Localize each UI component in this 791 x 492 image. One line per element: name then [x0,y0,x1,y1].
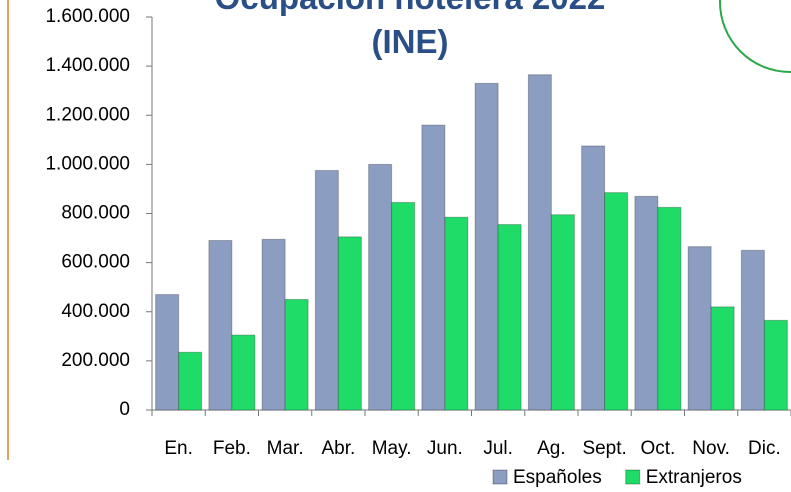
y-tick-label: 1.400.000 [45,55,130,76]
x-tick-label: Ag. [537,438,566,459]
x-tick-label: Oct. [640,438,675,459]
x-tick-label: Dic. [748,438,781,459]
legend-label: Españoles [513,467,602,488]
bar [368,163,393,411]
chart-title: Ocupación hotelera 2022 (INE) [215,0,606,60]
bar [178,351,203,411]
y-tick-label: 1.600.000 [45,6,130,27]
corner-badge [719,0,791,73]
bar [634,195,659,411]
legend-swatch [492,469,508,485]
bar [284,298,309,411]
bar [474,82,499,411]
bar [550,214,575,411]
y-tick-label: 600.000 [61,252,130,273]
bar [763,319,788,411]
x-tick-label: Abr. [321,438,355,459]
bar [657,206,682,411]
bar [581,145,606,411]
x-tick-label: Jun. [427,438,463,459]
x-tick-label: Feb. [213,438,251,459]
y-tick-label: 1.200.000 [45,104,130,125]
bar [231,334,256,411]
x-tick-label: En. [164,438,193,459]
bar [740,249,765,411]
x-tick-label: May. [372,438,412,459]
bar [391,201,416,411]
x-tick-label: Jul. [483,438,513,459]
y-tick-label: 0 [119,399,130,420]
bar [527,74,552,411]
x-tick-label: Mar. [267,438,304,459]
legend-swatch [625,469,641,485]
bar [261,238,286,411]
y-tick-label: 1.000.000 [45,153,130,174]
bar [604,192,629,411]
legend-label: Extranjeros [646,467,742,488]
bar [687,246,712,411]
y-tick-label: 400.000 [61,301,130,322]
x-tick-label: Nov. [692,438,730,459]
bar [421,124,446,411]
y-tick-label: 800.000 [61,203,130,224]
bar [314,170,339,411]
x-tick-label: Sept. [582,438,626,459]
bar [497,224,522,411]
y-tick-label: 200.000 [61,350,130,371]
bar [337,236,362,411]
bar [710,306,735,411]
bar [155,294,180,411]
bar [208,240,233,411]
bar [444,216,469,411]
